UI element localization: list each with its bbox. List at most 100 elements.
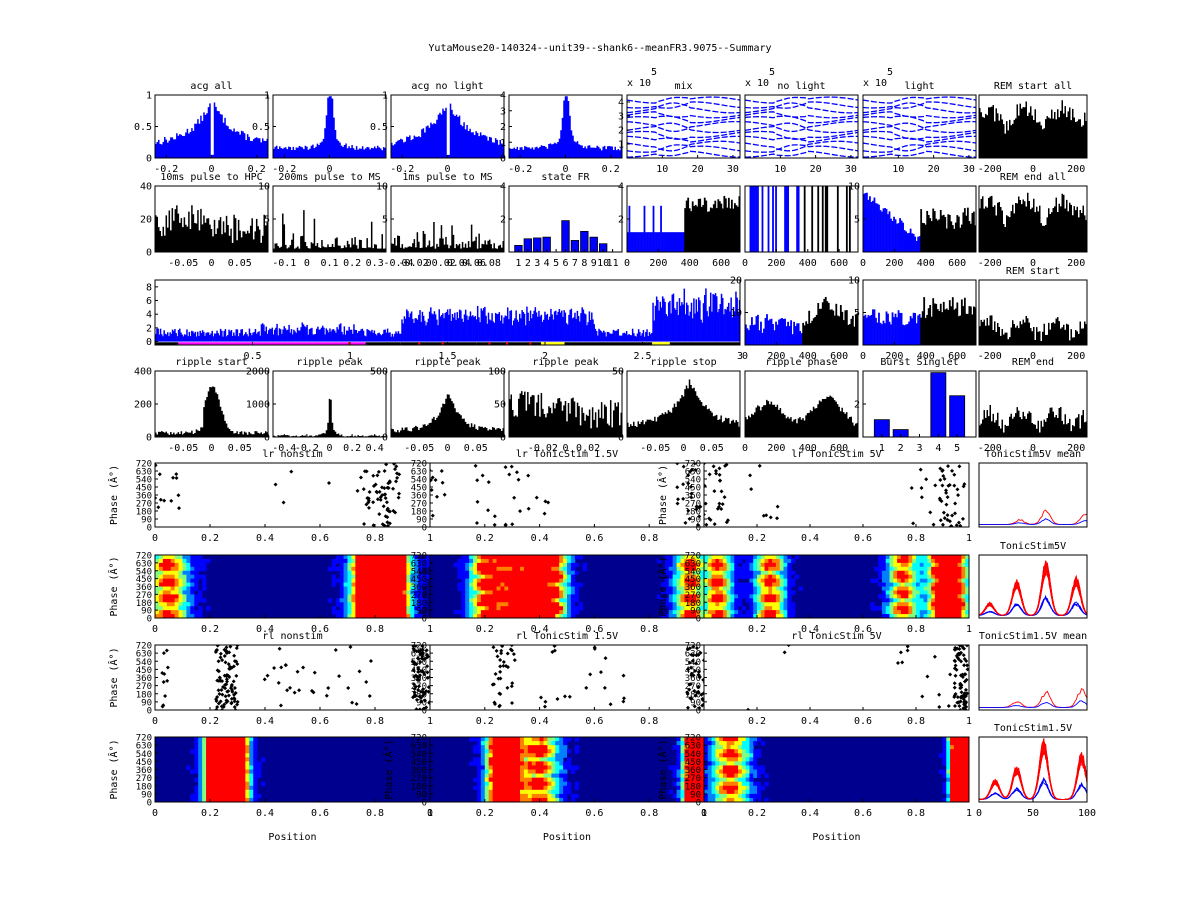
- heat-cell: [726, 590, 731, 595]
- rate-bin: [156, 328, 158, 342]
- bin: [788, 326, 791, 345]
- heat-cell: [233, 737, 238, 742]
- spike-dot: [499, 651, 504, 656]
- heat-cell: [221, 793, 227, 799]
- bin: [642, 232, 644, 252]
- heat-cell: [418, 566, 423, 572]
- heat-cell: [916, 586, 921, 591]
- heat-cell: [500, 610, 505, 615]
- y-tick-label: 0: [618, 433, 624, 444]
- heat-cell: [787, 555, 792, 560]
- heat-cell: [371, 610, 376, 615]
- bar-2: [892, 429, 909, 437]
- heat-cell: [722, 610, 728, 615]
- heat-cell: [931, 582, 936, 587]
- heat-cell: [559, 769, 564, 774]
- x-tick-label: 1: [515, 258, 521, 269]
- chart-title: lr TonicStim 1.5V: [516, 449, 618, 460]
- rate-bin: [541, 321, 544, 342]
- heat-cell: [768, 566, 773, 572]
- rate-bin: [625, 331, 628, 342]
- heat-cell: [543, 773, 548, 779]
- heat-cell: [715, 598, 720, 603]
- heat-cell: [371, 594, 376, 599]
- heat-cell: [496, 558, 501, 564]
- heat-cell: [567, 737, 572, 742]
- heat-cell: [155, 562, 160, 568]
- spike-dot: [221, 704, 226, 709]
- heat-cell: [547, 558, 552, 564]
- heat-cell: [938, 582, 943, 587]
- spike-dot: [311, 690, 316, 695]
- heat-cell: [355, 590, 360, 595]
- rate-bin: [285, 330, 288, 342]
- heat-cell: [551, 797, 556, 802]
- heat-cell: [539, 590, 544, 595]
- rate-bin: [367, 329, 370, 342]
- bin: [962, 306, 965, 345]
- x-tick-label: 0: [680, 443, 686, 454]
- rate-bin: [249, 332, 252, 342]
- spike-dot: [421, 687, 426, 692]
- spike-dot: [516, 477, 521, 482]
- rate-bin: [445, 311, 448, 342]
- heat-cell: [555, 614, 560, 618]
- spike-dot: [439, 468, 444, 473]
- heat-cell: [476, 765, 482, 770]
- heat-cell: [402, 610, 407, 615]
- heat-cell: [531, 761, 537, 766]
- rate-bin: [159, 328, 162, 342]
- heat-cell: [476, 737, 482, 742]
- y-tick-label: 2: [854, 400, 860, 411]
- heat-cell: [563, 793, 568, 799]
- heat-cell: [957, 566, 962, 572]
- heat-cell: [543, 562, 548, 568]
- heat-cell: [881, 566, 887, 572]
- spike-dot: [946, 464, 951, 469]
- x-tick-label: 11: [607, 258, 619, 269]
- heat-cell: [760, 594, 765, 599]
- bin: [628, 205, 631, 252]
- plot-area: [704, 463, 967, 527]
- heat-cell: [363, 570, 368, 576]
- heat-cell: [520, 578, 525, 583]
- bin: [921, 311, 924, 345]
- spike-dot: [941, 474, 946, 479]
- y-tick-label: 720: [411, 460, 427, 470]
- heat-cell: [351, 606, 356, 611]
- heat-cell: [942, 598, 947, 603]
- heat-cell: [331, 562, 337, 568]
- waveform-trace: [863, 96, 976, 104]
- axes-box: [744, 370, 859, 438]
- bin: [890, 218, 892, 252]
- heat-cell: [375, 606, 380, 611]
- heat-cell: [741, 570, 747, 576]
- heat-cell: [198, 773, 203, 779]
- rate-bin: [162, 336, 164, 342]
- heat-cell: [688, 602, 693, 607]
- rate-bin: [563, 310, 565, 342]
- rate-bin: [210, 333, 212, 342]
- spike-dot: [542, 704, 547, 709]
- rate-bin: [702, 303, 705, 342]
- spike-dot: [956, 493, 961, 498]
- heat-cell: [516, 558, 521, 564]
- heat-cell: [465, 614, 470, 618]
- heat-cell: [547, 574, 552, 580]
- heat-cell: [527, 558, 533, 564]
- heat-cell: [772, 598, 777, 603]
- bin: [915, 240, 918, 252]
- y-tick-label: 0: [382, 433, 388, 444]
- heat-cell: [881, 610, 887, 615]
- heat-cell: [961, 555, 966, 560]
- heat-cell: [950, 610, 955, 615]
- heat-cell: [492, 781, 497, 787]
- heat-cell: [178, 614, 183, 618]
- heat-cell: [749, 606, 754, 611]
- y-tick-label: 270: [411, 591, 427, 601]
- bin: [911, 318, 914, 345]
- bin: [926, 210, 929, 252]
- heat-cell: [927, 570, 932, 576]
- spike-dot: [224, 677, 229, 682]
- heat-cell: [961, 602, 966, 607]
